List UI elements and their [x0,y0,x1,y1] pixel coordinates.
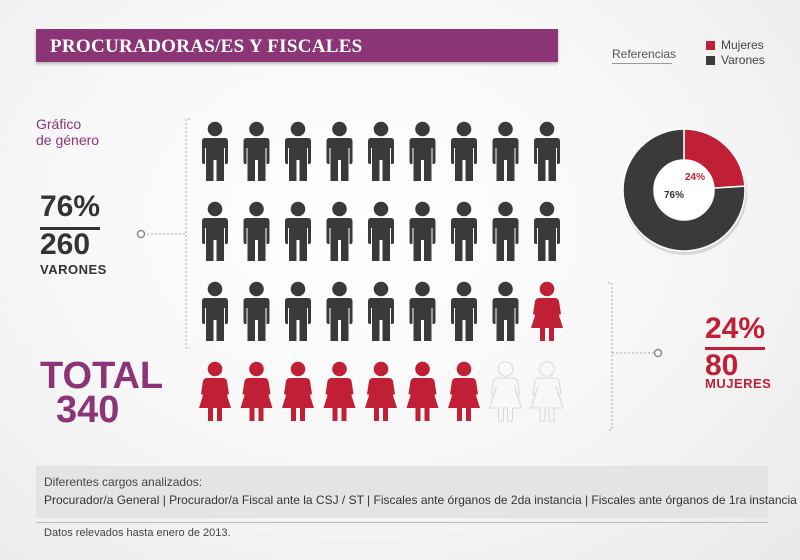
male-person-icon [492,121,519,181]
total-value: 340 [56,389,120,431]
male-person-icon [409,121,436,181]
male-person-icon [326,121,353,181]
footer-note: Datos relevados hasta enero de 2013. [44,527,231,539]
male-person-icon [243,121,270,181]
female-person-icon [282,361,314,421]
male-person-icon [368,201,394,261]
chart-label-line1: Gráfico [36,116,82,132]
male-person-icon [492,201,519,261]
female-label: MUJERES [705,376,772,391]
footer-heading: Diferentes cargos analizados: [44,475,203,489]
empty-person-icon [489,361,522,422]
footer-divider [36,522,768,523]
male-person-icon [202,281,228,341]
female-percent: 24% [705,312,766,345]
total-label: TOTAL [40,355,164,397]
female-person-icon [199,361,231,421]
female-person-icon [365,361,397,421]
female-person-icon [406,361,439,421]
donut-hole [654,160,714,220]
female-person-icon [240,361,273,421]
empty-person-icon [530,361,564,422]
donut-chart: 24%76% [622,128,747,255]
male-person-icon [451,281,477,341]
male-person-icon [534,121,560,181]
footer-box: Diferentes cargos analizados: Procurador… [36,466,797,518]
male-person-icon [243,281,270,341]
male-person-icon [451,121,477,181]
male-divider [40,227,100,230]
female-count: 80 [705,349,739,382]
male-person-icon [285,281,311,341]
male-person-icon [368,281,394,341]
legend-item-varones: Varones [706,53,765,67]
male-person-icon [202,201,228,261]
female-divider [705,347,765,350]
legend-swatch-mujeres [706,40,715,50]
donut-label-mujeres: 24% [685,172,705,183]
male-person-icon [326,201,353,261]
donut-label-varones: 76% [664,190,684,201]
legend-title-underline [612,63,672,64]
male-person-icon [409,281,436,341]
male-count: 260 [40,228,91,261]
page-title: PROCURADORAS/ES Y FISCALES [50,36,363,57]
female-bracket [608,282,613,431]
footer-positions: Procurador/a General | Procurador/a Fisc… [44,493,797,507]
male-person-icon [492,281,519,341]
chart-label: Gráfico de género [36,116,99,148]
male-person-icon [534,201,560,261]
legend-swatch-varones [706,55,715,65]
legend-label-mujeres: Mujeres [721,38,764,52]
title-bar: PROCURADORAS/ES Y FISCALES [36,29,558,62]
legend-title: Referencias [612,47,677,61]
male-person-icon [451,201,477,261]
male-bracket [185,118,190,349]
female-connector-dot [653,348,663,358]
pictogram-grid [199,121,564,422]
male-person-icon [409,201,436,261]
male-percent: 76% [40,190,101,223]
male-person-icon [285,121,311,181]
gender-chart: 24%76% [136,118,747,431]
male-label: VARONES [40,262,107,277]
male-connector-dot [136,229,146,239]
male-person-icon [243,201,270,261]
male-person-icon [326,281,353,341]
male-person-icon [202,121,228,181]
chart-label-line2: de género [36,132,100,148]
male-person-icon [368,121,394,181]
female-person-icon [531,281,563,341]
male-person-icon [285,201,311,261]
female-person-icon [448,361,480,421]
legend-label-varones: Varones [721,53,765,67]
female-person-icon [323,361,356,421]
legend-item-mujeres: Mujeres [706,38,764,52]
